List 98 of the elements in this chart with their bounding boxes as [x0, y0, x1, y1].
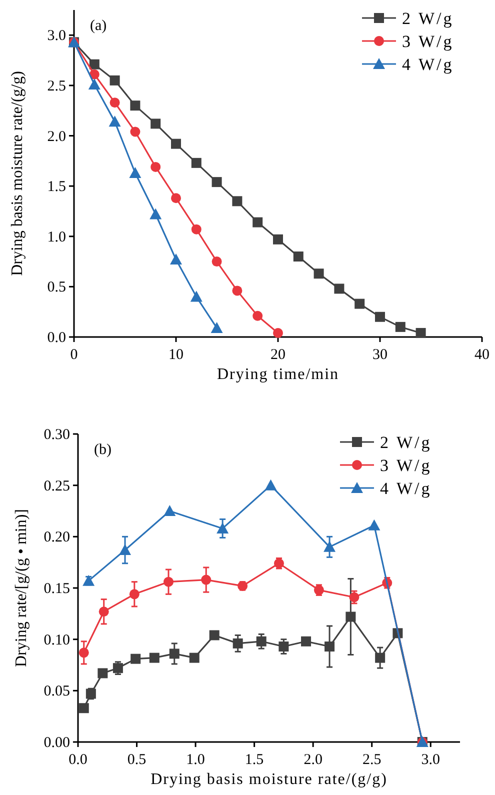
x-tick-label: 1.0	[186, 752, 205, 768]
point	[232, 638, 243, 648]
point	[324, 540, 336, 552]
point	[171, 193, 181, 204]
point	[314, 268, 324, 279]
point	[82, 574, 95, 586]
point	[212, 256, 222, 267]
y-tick-label: 0.00	[44, 735, 70, 751]
point	[129, 166, 142, 178]
x-axis-title: Drying time/min	[216, 366, 340, 383]
legend-label: 4 W/g	[380, 479, 432, 498]
point	[252, 217, 263, 228]
point	[150, 162, 161, 172]
point	[150, 208, 162, 220]
point	[171, 138, 181, 149]
point	[98, 606, 109, 617]
point	[191, 158, 202, 168]
point	[130, 100, 140, 111]
point	[150, 118, 161, 129]
annotation: (b)	[94, 442, 112, 458]
point	[346, 612, 356, 622]
y-tick-label: 3.0	[47, 28, 66, 44]
point	[164, 505, 176, 516]
point	[375, 652, 386, 663]
y-tick-label: 0.0	[47, 330, 66, 346]
x-axis-title: Drying basis moisture rate/(g/g)	[150, 771, 388, 788]
point	[209, 630, 220, 640]
x-tick-label: 30	[372, 347, 388, 363]
y-tick-label: 2.0	[47, 128, 66, 145]
x-tick-label: 0.0	[68, 752, 88, 768]
y-tick-label: 1.5	[47, 179, 66, 196]
y-tick-label: 0.5	[47, 280, 66, 296]
point	[190, 290, 202, 302]
point	[110, 98, 120, 108]
x-tick-label: 0	[70, 347, 78, 363]
point	[130, 654, 141, 664]
y-axis-title: Drying rate/[g/(g • min)]	[13, 509, 30, 667]
point	[212, 177, 222, 188]
point	[273, 328, 283, 338]
point	[78, 703, 89, 714]
x-tick-label: 2.0	[304, 752, 322, 768]
point	[264, 479, 277, 490]
point	[191, 224, 202, 234]
point	[256, 636, 266, 646]
point	[416, 328, 426, 338]
legend-label: 3 W/g	[380, 456, 432, 475]
point	[110, 75, 120, 86]
legend-label: 2 W/g	[402, 9, 454, 28]
point	[98, 668, 108, 678]
y-tick-label: 0.05	[44, 684, 70, 700]
point	[89, 59, 100, 70]
point	[252, 310, 263, 321]
point	[278, 642, 289, 652]
point	[78, 648, 89, 658]
point	[88, 78, 100, 90]
x-tick-label: 3.0	[421, 752, 440, 768]
x-tick-label: 0.5	[127, 752, 146, 768]
x-tick-label: 10	[168, 347, 184, 363]
x-tick-label: 2.5	[362, 752, 382, 768]
point	[149, 652, 160, 663]
point	[119, 544, 132, 556]
y-tick-label: 1.0	[47, 229, 66, 246]
point	[189, 652, 200, 663]
point	[232, 196, 242, 206]
point	[130, 126, 140, 137]
y-tick-label: 0.15	[44, 581, 70, 597]
y-tick-label: 0.30	[44, 427, 70, 443]
y-tick-label: 2.5	[47, 78, 66, 94]
point	[324, 642, 335, 652]
point	[293, 252, 304, 262]
x-tick-label: 1.5	[244, 752, 264, 768]
point	[169, 648, 180, 659]
annotation: (a)	[90, 18, 107, 34]
y-axis-title: Drying basis moisture rate/(g/g)	[9, 71, 26, 276]
point	[112, 663, 123, 674]
point	[108, 116, 121, 127]
point	[232, 286, 242, 296]
legend-label: 3 W/g	[402, 32, 454, 51]
point	[334, 284, 344, 294]
point	[354, 298, 365, 309]
y-tick-label: 0.10	[44, 632, 70, 648]
y-tick-label: 0.20	[44, 530, 70, 546]
point	[368, 519, 380, 530]
y-tick-label: 0.25	[44, 478, 70, 494]
point	[273, 234, 283, 244]
point	[395, 322, 406, 332]
point	[375, 312, 385, 322]
legend-label: 4 W/g	[402, 55, 454, 74]
point	[210, 322, 223, 333]
point	[170, 254, 182, 265]
legend-label: 2 W/g	[380, 433, 432, 452]
x-tick-label: 20	[270, 347, 286, 363]
point	[216, 522, 229, 534]
point	[129, 589, 140, 600]
x-tick-label: 40	[474, 347, 490, 363]
point	[164, 576, 174, 587]
point	[201, 574, 212, 585]
point	[301, 636, 312, 646]
